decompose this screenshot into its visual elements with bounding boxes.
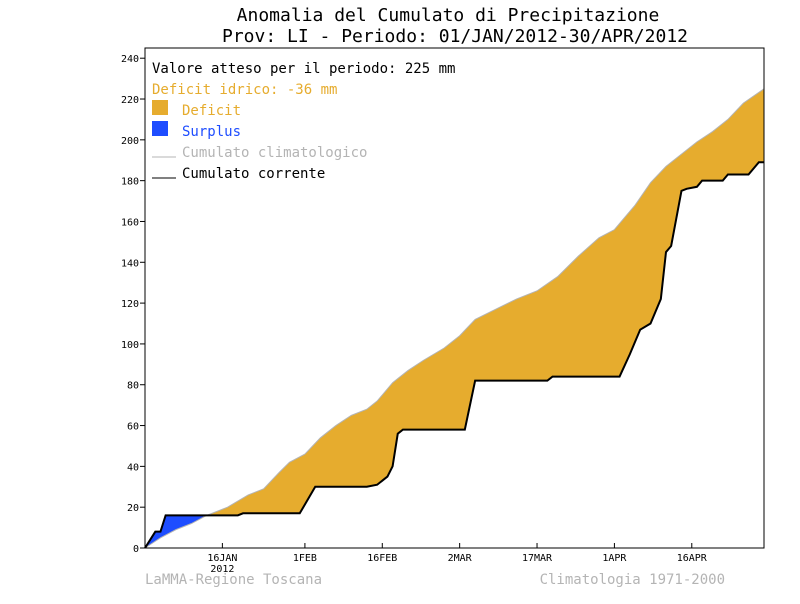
deficit-band xyxy=(145,88,764,548)
legend-surplus-swatch xyxy=(152,121,168,136)
y-tick-label: 140 xyxy=(121,258,139,269)
x-tick-label: 1APR xyxy=(602,553,627,564)
y-axis: 0 20 40 60 80 100 120 140 160 180 200 220 240 xyxy=(121,54,145,555)
legend-deficit-label: Deficit xyxy=(182,103,241,119)
x-tick-label: 16APR xyxy=(677,553,708,564)
legend-current-label: Cumulato corrente xyxy=(182,166,325,182)
legend: Valore atteso per il periodo: 225 mm Def… xyxy=(152,61,455,182)
y-tick-label: 120 xyxy=(121,299,139,310)
y-tick-label: 20 xyxy=(127,503,139,514)
series-lines xyxy=(144,88,765,549)
climatological-line xyxy=(144,88,765,549)
x-tick-label: 16JAN xyxy=(207,553,237,564)
footer-left: LaMMA-Regione Toscana xyxy=(145,572,322,588)
y-tick-label: 100 xyxy=(121,340,139,351)
y-tick-label: 200 xyxy=(121,136,139,147)
x-tick-label: 2MAR xyxy=(448,553,473,564)
y-tick-label: 220 xyxy=(121,95,139,106)
chart-subtitle: Prov: LI - Periodo: 01/JAN/2012-30/APR/2… xyxy=(222,26,688,47)
x-tick-label: 16FEB xyxy=(367,553,397,564)
deficit-area xyxy=(145,88,764,548)
x-axis: 16JAN 1FEB 16FEB 2MAR 17MAR 1APR 16APR 2012 xyxy=(207,543,708,575)
y-tick-label: 180 xyxy=(121,177,139,188)
y-tick-label: 240 xyxy=(121,54,139,65)
plot-frame xyxy=(144,47,765,549)
legend-surplus-label: Surplus xyxy=(182,124,241,140)
legend-deficit-text: Deficit idrico: -36 mm xyxy=(152,82,337,98)
x-tick-label: 17MAR xyxy=(522,553,553,564)
x-tick-label: 1FEB xyxy=(293,553,317,564)
y-tick-label: 80 xyxy=(127,381,139,392)
x-year-label: 2012 xyxy=(210,564,234,575)
current-line xyxy=(144,161,764,549)
y-tick-label: 160 xyxy=(121,217,139,228)
chart-title: Anomalia del Cumulato di Precipitazione xyxy=(237,5,660,26)
y-tick-label: 0 xyxy=(133,544,139,555)
footer-right: Climatologia 1971-2000 xyxy=(540,572,725,588)
legend-climatological-label: Cumulato climatologico xyxy=(182,145,367,161)
y-tick-label: 60 xyxy=(127,422,139,433)
y-tick-label: 40 xyxy=(127,462,139,473)
legend-deficit-swatch xyxy=(152,100,168,115)
legend-expected-text: Valore atteso per il periodo: 225 mm xyxy=(152,61,455,77)
